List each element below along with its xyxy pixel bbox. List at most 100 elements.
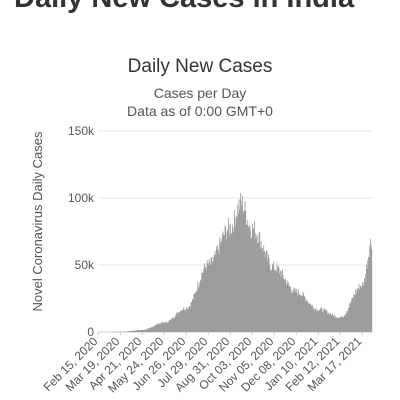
bar — [195, 293, 197, 332]
bar — [338, 317, 340, 332]
bar — [362, 282, 363, 332]
bar — [137, 330, 139, 332]
bar — [256, 235, 258, 332]
bar — [212, 261, 214, 332]
bar — [316, 308, 318, 332]
bar — [299, 294, 301, 332]
bar — [194, 293, 195, 332]
bar — [216, 250, 218, 332]
chart-title: Daily New Cases — [127, 56, 273, 77]
bar — [192, 299, 194, 332]
bar — [274, 269, 276, 332]
bar — [250, 237, 252, 332]
bar — [343, 316, 345, 332]
bar — [163, 322, 165, 332]
bar — [230, 223, 231, 332]
bar — [288, 282, 289, 332]
bar — [186, 309, 188, 332]
bar — [344, 315, 346, 332]
bar — [328, 312, 330, 332]
bar — [184, 309, 185, 332]
bar — [154, 326, 155, 332]
bar — [222, 231, 224, 332]
bar — [346, 311, 348, 332]
bar — [130, 331, 131, 332]
bar — [334, 315, 336, 332]
bar — [240, 193, 241, 332]
bar — [242, 195, 243, 332]
bar — [303, 293, 305, 332]
bar — [280, 277, 282, 332]
bar — [135, 330, 137, 332]
bar — [261, 247, 263, 332]
bar — [336, 317, 338, 332]
bar — [241, 206, 243, 332]
bar — [155, 324, 157, 332]
bar — [214, 250, 216, 332]
bar — [147, 328, 149, 332]
bar — [364, 277, 365, 332]
bar — [307, 301, 309, 332]
bar — [176, 313, 177, 332]
bar — [353, 294, 355, 332]
bar — [150, 327, 151, 332]
bar — [340, 317, 342, 332]
bar — [160, 323, 162, 332]
bar — [170, 319, 171, 332]
bar — [230, 234, 232, 332]
bar — [341, 315, 343, 332]
bar — [193, 294, 195, 332]
bar — [209, 262, 211, 332]
bar — [234, 209, 235, 332]
bar — [207, 262, 209, 332]
bar — [151, 327, 153, 332]
bar — [190, 307, 191, 332]
bar — [260, 248, 261, 332]
bar — [138, 329, 139, 332]
bar — [201, 272, 203, 332]
bar — [267, 261, 269, 332]
bar — [129, 331, 131, 332]
bar — [269, 264, 271, 332]
bar — [294, 288, 296, 332]
bar — [365, 273, 367, 332]
bar — [190, 301, 192, 332]
bar — [355, 289, 357, 332]
bar — [360, 285, 361, 332]
bar — [218, 249, 219, 332]
bar — [143, 330, 145, 332]
bar — [167, 322, 169, 332]
bar — [351, 297, 353, 332]
bar — [293, 287, 295, 332]
bar — [136, 330, 138, 332]
bar — [264, 251, 265, 332]
bar — [220, 242, 221, 332]
bar — [338, 318, 339, 332]
bar — [228, 224, 230, 332]
bar — [178, 312, 179, 332]
y-tick-label-1: 50k — [75, 258, 95, 272]
bar — [336, 317, 337, 332]
bar — [339, 317, 341, 332]
bar — [317, 311, 319, 332]
bar — [370, 244, 372, 332]
bar — [283, 278, 285, 332]
bar — [184, 309, 186, 332]
bar — [334, 315, 335, 332]
bar — [233, 232, 235, 332]
bar — [273, 261, 275, 332]
bar — [161, 321, 163, 332]
bar — [266, 250, 267, 332]
bar — [191, 302, 193, 332]
bar — [198, 285, 200, 332]
bar — [253, 228, 255, 332]
bar — [272, 263, 273, 332]
bar — [172, 317, 173, 332]
bar — [260, 241, 262, 332]
bar — [257, 243, 259, 332]
bar — [366, 264, 367, 332]
bar — [128, 331, 130, 332]
bar — [321, 307, 323, 332]
bar — [318, 310, 320, 332]
bar — [174, 317, 175, 332]
